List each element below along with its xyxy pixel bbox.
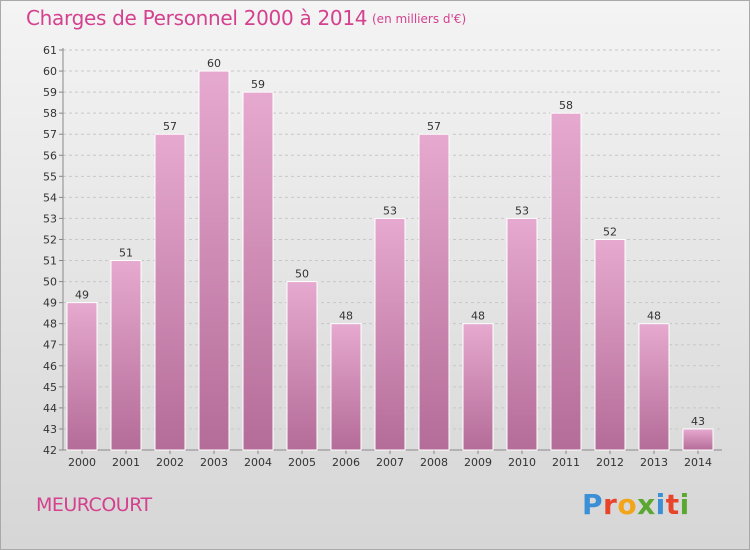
value-label-2010: 53 bbox=[515, 204, 529, 217]
proxiti-logo[interactable]: Proxiti bbox=[582, 488, 690, 521]
value-label-2003: 60 bbox=[207, 57, 221, 70]
value-label-2002: 57 bbox=[163, 120, 177, 133]
y-tick-label: 43 bbox=[43, 423, 57, 436]
value-label-2013: 48 bbox=[647, 310, 661, 323]
y-tick-label: 47 bbox=[43, 339, 57, 352]
x-tick-label-2005: 2005 bbox=[288, 456, 316, 469]
bar-2008 bbox=[418, 133, 450, 451]
y-tick-label: 50 bbox=[43, 276, 57, 289]
x-tick-label-2002: 2002 bbox=[156, 456, 184, 469]
x-tick-label-2003: 2003 bbox=[200, 456, 228, 469]
bar-2007 bbox=[374, 217, 406, 451]
x-tick-label-2009: 2009 bbox=[464, 456, 492, 469]
y-tick-label: 52 bbox=[43, 233, 57, 246]
y-tick-label: 48 bbox=[43, 318, 57, 331]
y-tick-label: 49 bbox=[43, 297, 57, 310]
value-label-2001: 51 bbox=[119, 247, 133, 260]
x-tick-label-2000: 2000 bbox=[68, 456, 96, 469]
bar-2003 bbox=[198, 70, 230, 451]
y-tick-label: 57 bbox=[43, 128, 57, 141]
bar-2014 bbox=[682, 428, 714, 451]
value-label-2008: 57 bbox=[427, 120, 441, 133]
x-tick-label-2014: 2014 bbox=[684, 456, 712, 469]
bars bbox=[66, 70, 714, 451]
y-tick-label: 45 bbox=[43, 381, 57, 394]
value-label-2009: 48 bbox=[471, 310, 485, 323]
value-label-2012: 52 bbox=[603, 225, 617, 238]
logo-letter: P bbox=[582, 488, 604, 521]
value-label-2004: 59 bbox=[251, 78, 265, 91]
town-name: MEURCOURT bbox=[36, 494, 152, 516]
x-tick-label-2001: 2001 bbox=[112, 456, 140, 469]
value-label-2005: 50 bbox=[295, 268, 309, 281]
chart-subtitle: (en milliers d'€) bbox=[372, 12, 467, 26]
y-tick-label: 42 bbox=[43, 444, 57, 457]
logo-letter: r bbox=[603, 488, 618, 521]
y-tick-label: 61 bbox=[43, 44, 57, 57]
x-tick-label-2012: 2012 bbox=[596, 456, 624, 469]
labels: 42 43 44 45 46 47 48 49 50 51 52 53 54 55 56 57 58 59 60 61… bbox=[43, 44, 712, 469]
x-tick-label-2007: 2007 bbox=[376, 456, 404, 469]
bar-2011 bbox=[550, 112, 582, 451]
logo-letter: x bbox=[637, 488, 656, 521]
bar-2005 bbox=[286, 281, 318, 451]
bar-2009 bbox=[462, 323, 494, 451]
y-tick-label: 59 bbox=[43, 86, 57, 99]
bar-2006 bbox=[330, 323, 362, 451]
chart-title: Charges de Personnel 2000 à 2014 bbox=[26, 6, 368, 30]
x-tick-label-2011: 2011 bbox=[552, 456, 580, 469]
x-tick-label-2006: 2006 bbox=[332, 456, 360, 469]
logo-letter: o bbox=[617, 488, 638, 521]
y-tick-label: 46 bbox=[43, 360, 57, 373]
bar-2000 bbox=[66, 302, 98, 451]
value-label-2014: 43 bbox=[691, 415, 705, 428]
logo-letter: t bbox=[665, 488, 680, 521]
y-tick-label: 60 bbox=[43, 65, 57, 78]
y-tick-label: 51 bbox=[43, 255, 57, 268]
bar-2004 bbox=[242, 91, 274, 451]
y-tick-label: 53 bbox=[43, 212, 57, 225]
x-tick-label-2008: 2008 bbox=[420, 456, 448, 469]
value-label-2011: 58 bbox=[559, 99, 573, 112]
bar-2001 bbox=[110, 260, 142, 451]
y-tick-label: 58 bbox=[43, 107, 57, 120]
x-tick-label-2004: 2004 bbox=[244, 456, 272, 469]
x-tick-label-2013: 2013 bbox=[640, 456, 668, 469]
y-tick-label: 44 bbox=[43, 402, 57, 415]
value-label-2007: 53 bbox=[383, 204, 397, 217]
value-label-2006: 48 bbox=[339, 310, 353, 323]
bar-2013 bbox=[638, 323, 670, 451]
y-tick-label: 56 bbox=[43, 149, 57, 162]
bar-2002 bbox=[154, 133, 186, 451]
y-tick-label: 55 bbox=[43, 170, 57, 183]
logo-letter: i bbox=[655, 488, 666, 521]
y-tick-label: 54 bbox=[43, 191, 57, 204]
x-tick-label-2010: 2010 bbox=[508, 456, 536, 469]
value-label-2000: 49 bbox=[75, 289, 89, 302]
logo-letter: i bbox=[679, 488, 690, 521]
bar-2012 bbox=[594, 238, 626, 451]
bar-2010 bbox=[506, 217, 538, 451]
